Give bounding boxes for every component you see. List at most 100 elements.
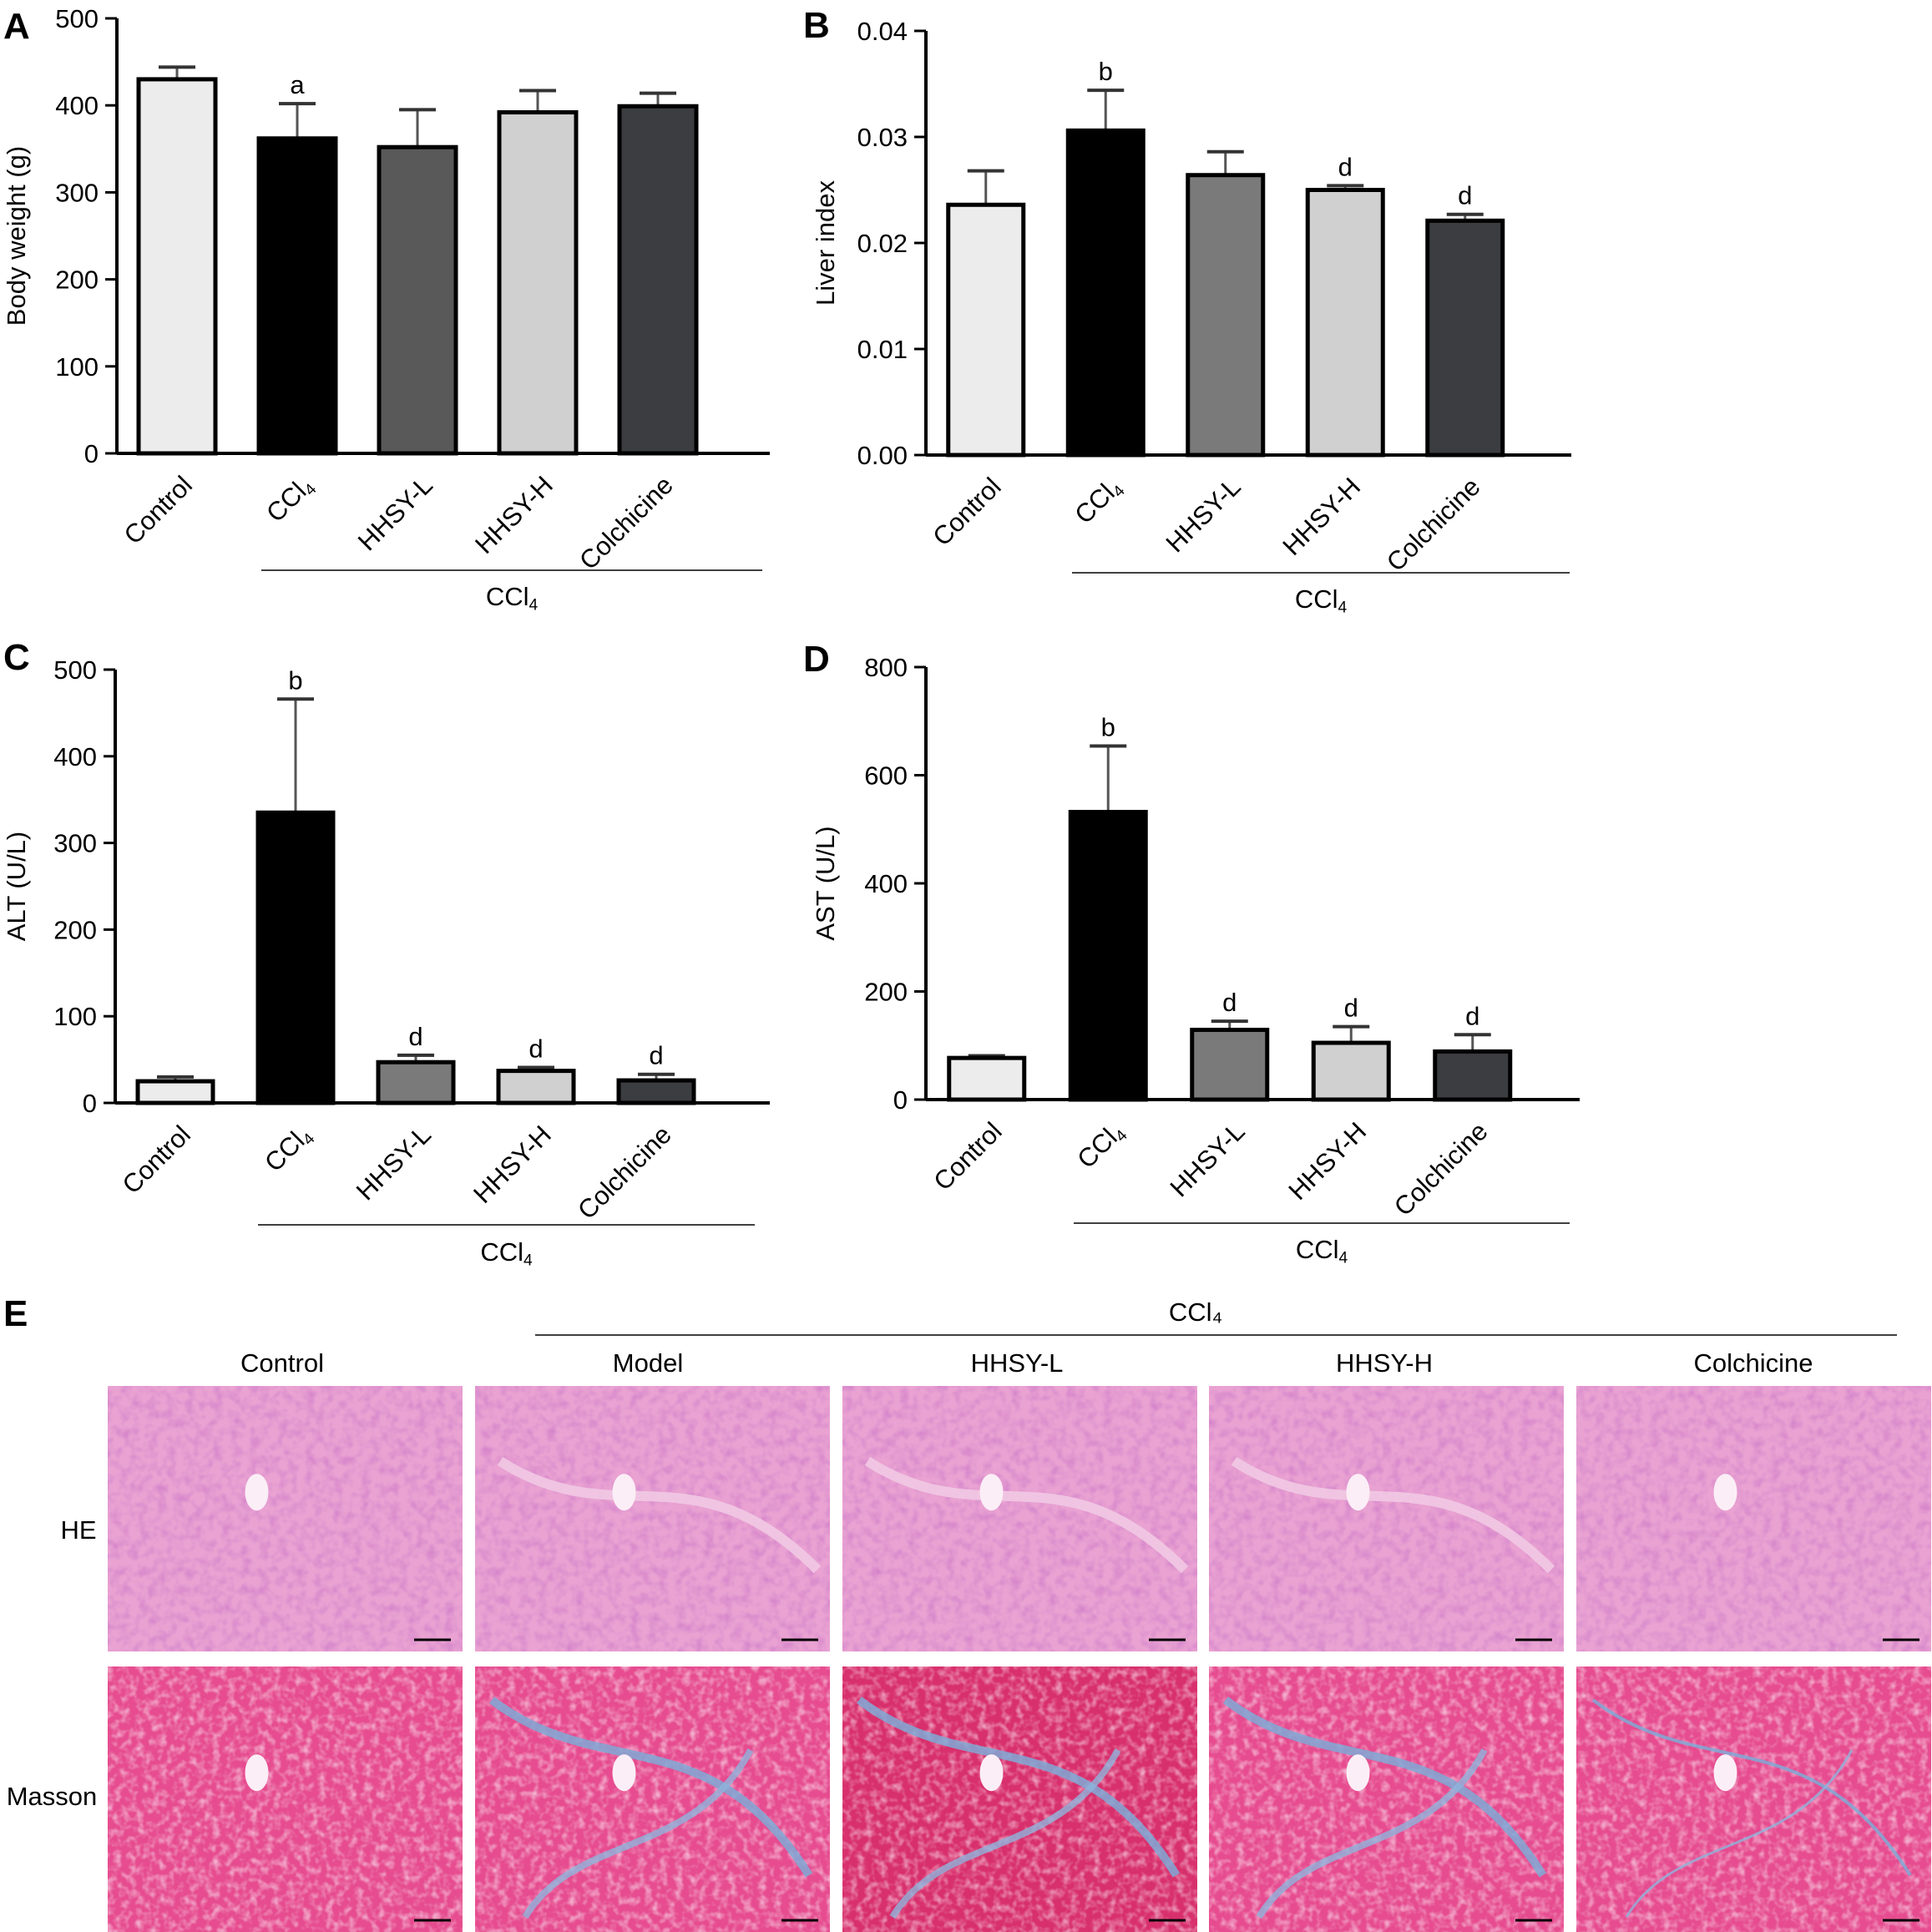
row-label-masson: Masson: [7, 1782, 98, 1811]
tissue-texture: [842, 1666, 1197, 1932]
category-label: HHSY-H: [1277, 472, 1366, 561]
chart-panel-a: A 0 100 200 300 400 500 Body weight (g) Control a…: [2, 4, 770, 614]
tissue-texture: [108, 1666, 463, 1932]
bar: [1425, 218, 1505, 458]
significance-label: d: [529, 1034, 543, 1063]
tissue-texture: [475, 1386, 830, 1651]
y-tick-label: 300: [55, 178, 99, 207]
tissue-texture: [475, 1666, 830, 1932]
histology-group-label: CCl₄: [1169, 1297, 1222, 1327]
category-label: Colchicine: [572, 1120, 677, 1225]
category-label: HHSY-L: [1165, 1116, 1251, 1202]
septum: [497, 1456, 822, 1574]
bar: [1305, 188, 1385, 458]
significance-label: d: [1465, 1001, 1479, 1030]
significance-label: d: [1458, 181, 1472, 210]
group-label: CCl4: [480, 1237, 533, 1270]
micrograph-he-0: [108, 1386, 463, 1651]
y-tick-label: 0.00: [857, 441, 908, 470]
vein: [245, 1754, 269, 1792]
category-label-subscript: 4: [1110, 482, 1129, 501]
significance-label: b: [1101, 713, 1115, 742]
micrograph-he-4: [1576, 1386, 1931, 1651]
category-label: Control: [928, 1116, 1007, 1196]
bar: [496, 1069, 576, 1105]
significance-label: d: [1344, 994, 1358, 1023]
category-label: HHSY-L: [1161, 472, 1247, 558]
panel-label: B: [803, 5, 830, 46]
group-label-subscript: 4: [1338, 1250, 1348, 1267]
significance-label: b: [288, 665, 302, 695]
fibrosis-septum: [488, 1697, 813, 1878]
group-label: CCl4: [1296, 1235, 1348, 1267]
fibrosis-septum: [1256, 1748, 1488, 1919]
significance-label: d: [408, 1022, 422, 1051]
micrograph-mas-0: [108, 1666, 463, 1932]
category-label-subscript: 4: [301, 480, 321, 499]
micrograph-he-1: [475, 1386, 830, 1651]
significance-label: b: [1099, 57, 1113, 86]
category-label: Control: [927, 472, 1006, 551]
vein: [979, 1754, 1004, 1792]
col-header-colchicine: Colchicine: [1693, 1348, 1813, 1378]
fibrosis-septum: [1591, 1698, 1912, 1877]
micrograph-mas-2: [842, 1666, 1197, 1932]
y-tick-label: 0.02: [857, 229, 908, 258]
y-tick-label: 400: [864, 869, 908, 898]
vein: [1346, 1754, 1370, 1792]
vein: [612, 1474, 636, 1511]
vein: [979, 1474, 1004, 1511]
group-label-subscript: 4: [529, 597, 538, 614]
y-tick-label: 200: [53, 915, 97, 944]
bar: [135, 1079, 215, 1105]
y-tick-label: 600: [864, 761, 908, 791]
vein: [245, 1474, 269, 1511]
panel-label: A: [3, 6, 30, 47]
col-header-hhsy-h: HHSY-H: [1336, 1348, 1433, 1378]
micrograph-mas-4: [1576, 1666, 1931, 1932]
micrograph-mas-1: [475, 1666, 830, 1932]
bar: [1190, 1027, 1270, 1102]
bar: [617, 104, 699, 456]
panel-label: D: [803, 639, 830, 680]
bar: [376, 1060, 456, 1105]
group-label-subscript: 4: [1338, 599, 1347, 617]
category-label: Control: [119, 470, 198, 549]
bar: [1068, 810, 1148, 1102]
bar: [947, 1055, 1027, 1102]
category-label: Colchicine: [1388, 1116, 1494, 1221]
bar: [256, 136, 338, 456]
y-axis-label: Liver index: [811, 180, 840, 306]
bar: [616, 1078, 696, 1105]
vein: [1713, 1754, 1737, 1792]
fibrosis-septum: [889, 1748, 1121, 1919]
y-tick-label: 100: [55, 352, 99, 382]
bar: [377, 144, 458, 456]
tissue-texture: [1209, 1666, 1564, 1932]
tissue-texture: [108, 1386, 463, 1651]
significance-label: d: [1338, 152, 1353, 181]
chart-panel-c: C 0 100 200 300 400 500 ALT (U/L) Control b CCl4 d H…: [2, 637, 770, 1270]
y-tick-label: 0.01: [857, 335, 908, 364]
y-axis-label: Body weight (g): [2, 146, 31, 326]
significance-label: d: [649, 1041, 663, 1070]
y-axis-label: AST (U/L): [811, 826, 840, 940]
y-tick-label: 0: [84, 439, 99, 468]
category-label: Colchicine: [1381, 472, 1486, 577]
y-tick-label: 800: [864, 653, 908, 682]
y-tick-label: 400: [55, 91, 99, 120]
chart-panel-d: D 0 200 400 600 800 AST (U/L) Control b CCl4 d HHSY…: [803, 639, 1580, 1267]
y-tick-label: 500: [53, 655, 97, 685]
y-axis-label: ALT (U/L): [2, 832, 31, 942]
bar: [255, 810, 336, 1105]
micrograph-grid: [108, 1386, 1931, 1932]
fibrosis-septum: [1625, 1749, 1854, 1918]
category-label: Colchicine: [574, 470, 679, 575]
category-label: Control: [117, 1120, 196, 1199]
y-tick-label: 0.04: [857, 17, 908, 46]
significance-label: a: [290, 70, 305, 99]
category-label: HHSY-L: [351, 1120, 437, 1206]
bar-charts: A 0 100 200 300 400 500 Body weight (g) Control a…: [2, 4, 1580, 1270]
panel-label: C: [3, 637, 30, 678]
